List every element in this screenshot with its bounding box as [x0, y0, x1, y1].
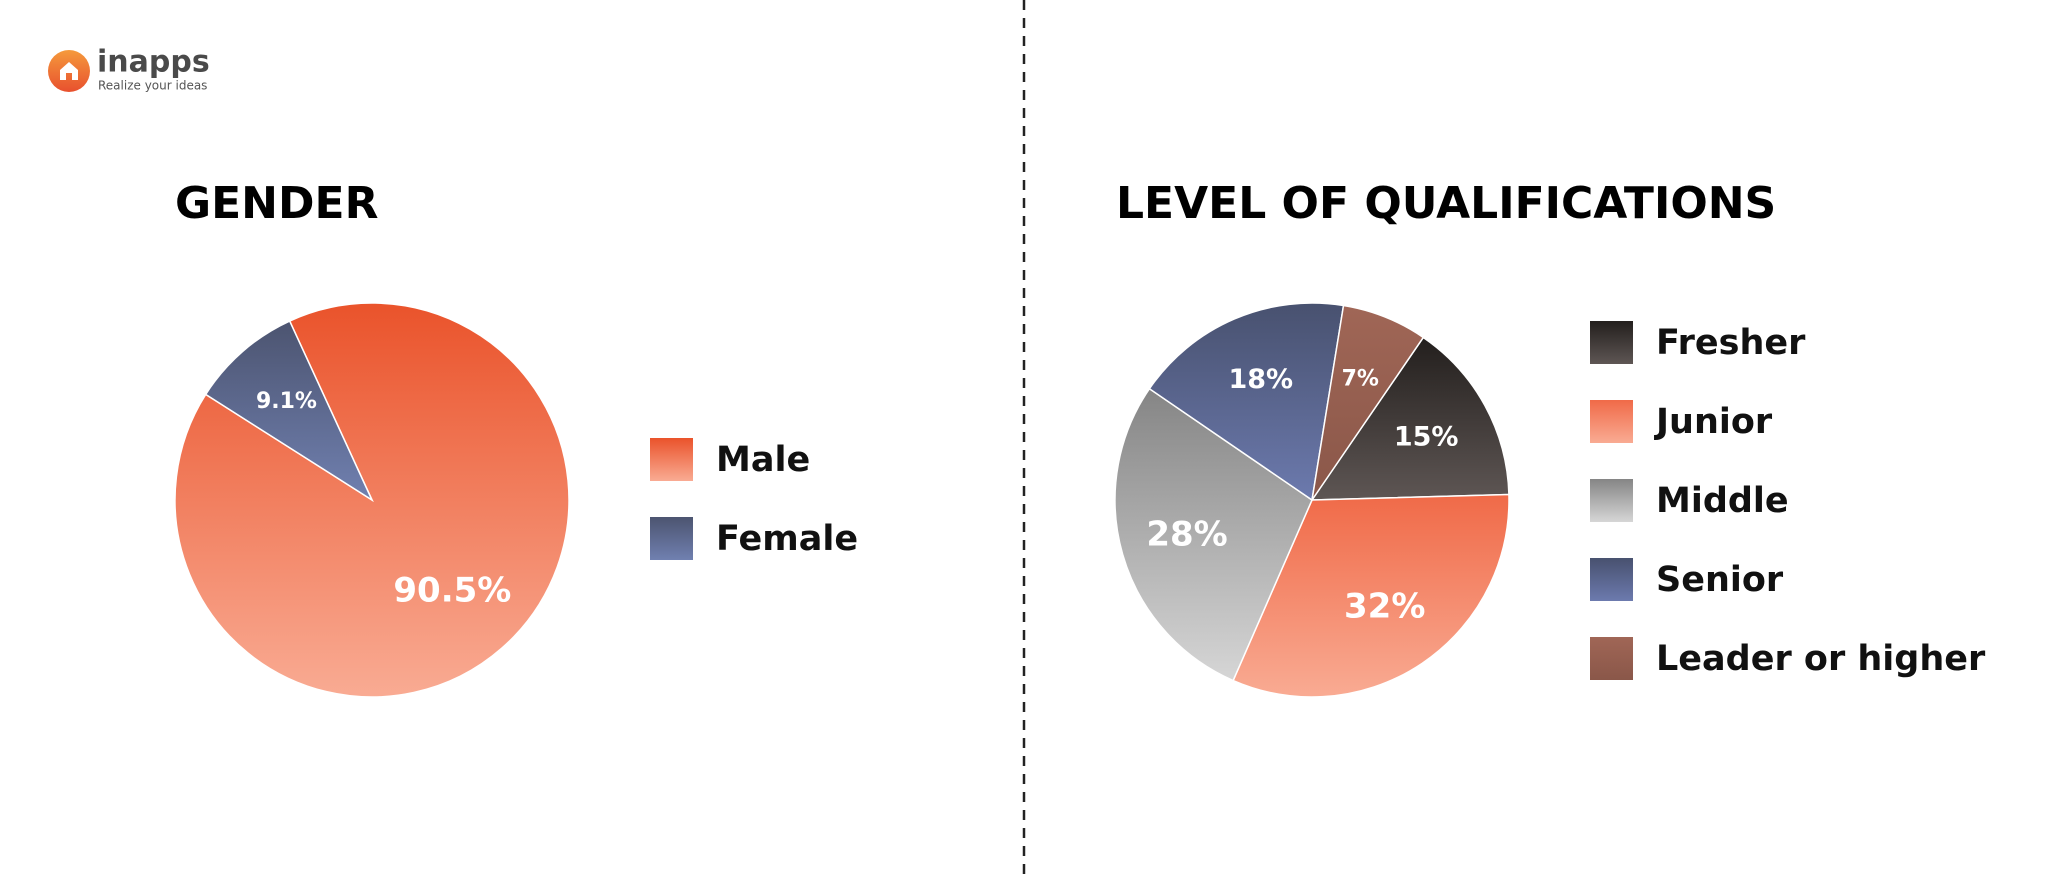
slice-label: 18% — [1228, 364, 1293, 395]
legend-swatch — [650, 438, 693, 481]
legend-label: Senior — [1656, 560, 1784, 600]
slice-label: 90.5% — [393, 570, 511, 610]
legend-label: Junior — [1654, 402, 1773, 442]
pie-slice — [1148, 302, 1345, 502]
legend-label: Female — [716, 519, 858, 559]
legend-label: Middle — [1656, 481, 1789, 521]
logo-name: inapps — [97, 45, 210, 80]
slice-label: 28% — [1146, 514, 1227, 554]
pie-slice — [1232, 493, 1510, 698]
slice-label: 32% — [1344, 586, 1425, 626]
chart-title: LEVEL OF QUALIFICATIONS — [1116, 178, 1776, 229]
logo-house — [60, 62, 78, 80]
legend-swatch — [1590, 400, 1633, 443]
slice-label: 15% — [1394, 421, 1459, 452]
legend-swatch — [1590, 321, 1633, 364]
legend-swatch — [650, 517, 693, 560]
logo-tagline: Realize your ideas — [98, 79, 207, 93]
legend-label: Male — [716, 440, 810, 480]
legend-label: Leader or higher — [1656, 639, 1986, 679]
pie-slice — [204, 320, 374, 502]
legend-swatch — [1590, 479, 1633, 522]
slice-label: 9.1% — [256, 389, 317, 414]
legend-swatch — [1590, 637, 1633, 680]
legend-label: Fresher — [1656, 323, 1806, 363]
pie-slice — [1311, 304, 1425, 501]
chart-title: GENDER — [175, 178, 378, 229]
slice-label: 7% — [1342, 366, 1379, 391]
pie-slice — [1114, 387, 1313, 682]
legend-swatch — [1590, 558, 1633, 601]
pie-slice — [1310, 336, 1510, 501]
